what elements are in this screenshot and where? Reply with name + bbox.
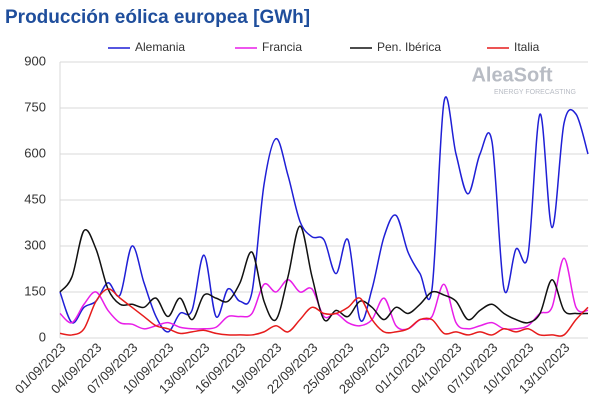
y-tick-label: 900 — [24, 53, 46, 68]
series-line — [59, 96, 589, 333]
watermark: AleaSoft — [471, 64, 552, 86]
legend-label: Francia — [262, 40, 302, 54]
y-tick-label: 450 — [24, 191, 46, 206]
watermark-sub: ENERGY FORECASTING — [494, 89, 576, 96]
y-tick-label: 0 — [39, 329, 46, 344]
y-tick-label: 150 — [24, 283, 46, 298]
series-line — [59, 257, 589, 331]
series-line — [59, 225, 589, 324]
legend-label: Italia — [514, 40, 540, 54]
y-tick-label: 600 — [24, 145, 46, 160]
y-tick-label: 750 — [24, 99, 46, 114]
legend-label: Alemania — [135, 40, 185, 54]
series-line — [59, 288, 589, 337]
y-tick-label: 300 — [24, 237, 46, 252]
legend-label: Pen. Ibérica — [377, 40, 441, 54]
chart-title: Producción eólica europea [GWh] — [5, 7, 310, 28]
